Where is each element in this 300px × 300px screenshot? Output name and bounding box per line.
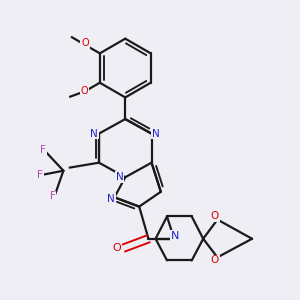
Text: O: O: [211, 255, 219, 266]
Text: N: N: [171, 231, 179, 241]
Text: F: F: [37, 170, 43, 180]
Text: O: O: [80, 86, 88, 96]
Text: O: O: [81, 38, 89, 48]
Text: F: F: [50, 191, 56, 201]
Text: O: O: [112, 243, 121, 253]
Text: N: N: [152, 129, 160, 139]
Text: O: O: [211, 212, 219, 221]
Text: N: N: [91, 129, 98, 139]
Text: F: F: [40, 145, 46, 155]
Text: N: N: [107, 194, 115, 204]
Text: N: N: [116, 172, 124, 182]
